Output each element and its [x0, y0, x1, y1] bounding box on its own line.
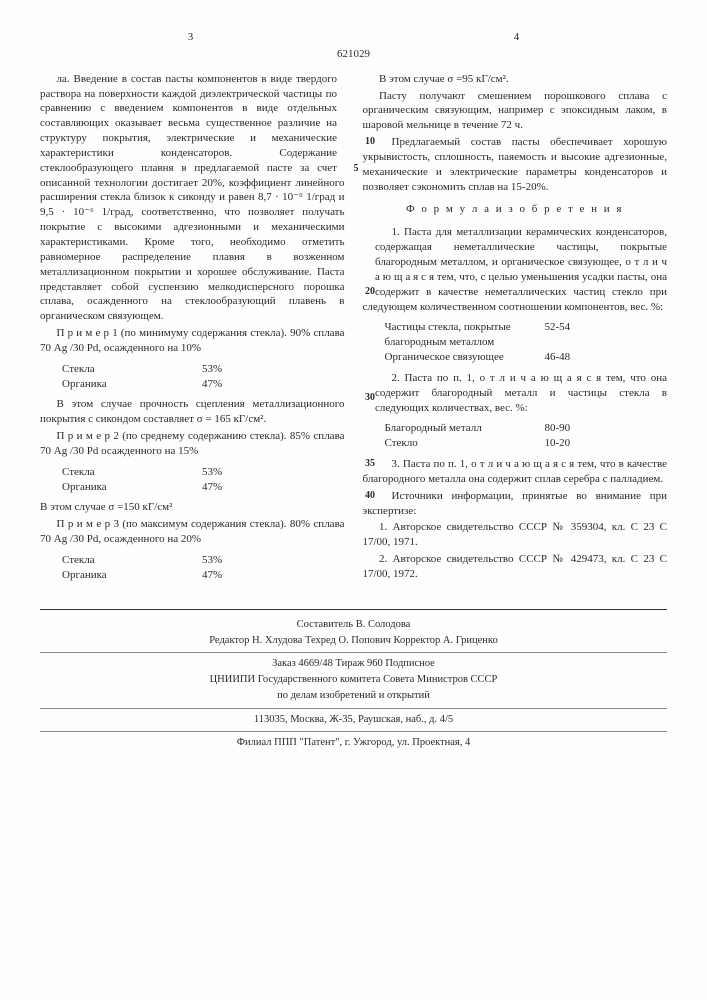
table-value: 47%	[202, 568, 222, 583]
footer-org: по делам изобретений и открытий	[40, 689, 667, 703]
line-number: 30	[349, 391, 376, 405]
table-row: Органика47%	[62, 568, 345, 583]
composition-table: Стекла53% Органика47%	[62, 362, 345, 392]
footer-compiler: Составитель В. Солодова	[40, 618, 667, 632]
claim-table: Частицы стекла, покрытые благородным мет…	[385, 320, 668, 365]
footer-address: 113035, Москва, Ж-35, Раушская, наб., д.…	[40, 713, 667, 727]
body-paragraph: В этом случае σ =95 кГ/см².	[363, 72, 668, 87]
example-title: П р и м е р 2 (по среднему содержанию ст…	[40, 429, 345, 459]
table-value: 53%	[202, 553, 222, 568]
claim-table: Благородный металл80-90 Стекло10-20	[385, 421, 668, 451]
table-label: Стекло	[385, 436, 545, 451]
source-item: 2. Авторское свидетельство СССР № 429473…	[363, 552, 668, 582]
footer: Составитель В. Солодова Редактор Н. Хлуд…	[40, 609, 667, 750]
table-row: Органическое связующее46-48	[385, 350, 668, 365]
claim-paragraph: 353. Паста по п. 1, о т л и ч а ю щ а я …	[363, 457, 668, 487]
table-value: 46-48	[545, 350, 571, 365]
table-label: Органика	[62, 568, 202, 583]
table-label: Органическое связующее	[385, 350, 545, 365]
claim-paragraph: 302. Паста по п. 1, о т л и ч а ю щ а я …	[363, 371, 668, 416]
table-value: 53%	[202, 465, 222, 480]
composition-table: Стекла53% Органика47%	[62, 465, 345, 495]
table-value: 10-20	[545, 436, 571, 451]
example-result: В этом случае прочность сцепления металл…	[40, 397, 345, 427]
footer-branch: Филиал ППП "Патент", г. Ужгород, ул. Про…	[40, 736, 667, 750]
table-row: Органика47%	[62, 377, 345, 392]
table-row: Стекла53%	[62, 465, 345, 480]
table-value: 52-54	[545, 320, 571, 350]
line-number: 5	[337, 162, 359, 176]
body-paragraph: 10Предлагаемый состав пасты обеспечивает…	[363, 135, 668, 194]
table-label: Органика	[62, 377, 202, 392]
sources-heading: 40Источники информации, принятые во вним…	[363, 489, 668, 519]
example-result: В этом случае σ =150 кГ/см²	[40, 500, 345, 515]
line-number: 35	[349, 457, 376, 471]
page-number-row: 3 4	[40, 30, 667, 45]
page-number-right: 4	[366, 30, 667, 45]
line-number: 10	[349, 135, 376, 149]
table-row: Стекла53%	[62, 553, 345, 568]
page-number-left: 3	[40, 30, 341, 45]
footer-order: Заказ 4669/48 Тираж 960 Подписное	[40, 657, 667, 671]
source-item: 1. Авторское свидетельство СССР № 359304…	[363, 520, 668, 550]
table-label: Стекла	[62, 465, 202, 480]
claim-paragraph: 201. Паста для металлизации керамических…	[363, 225, 668, 314]
footer-org: ЦНИИПИ Государственного комитета Совета …	[40, 673, 667, 687]
footer-editors: Редактор Н. Хлудова Техред О. Попович Ко…	[40, 634, 667, 648]
table-label: Частицы стекла, покрытые благородным мет…	[385, 320, 545, 350]
body-paragraph: Пасту получают смешением порошкового спл…	[363, 89, 668, 134]
table-value: 47%	[202, 377, 222, 392]
table-value: 47%	[202, 480, 222, 495]
table-row: Благородный металл80-90	[385, 421, 668, 436]
composition-table: Стекла53% Органика47%	[62, 553, 345, 583]
left-column: 5ла. Введение в состав пасты компонентов…	[40, 72, 345, 589]
table-label: Стекла	[62, 362, 202, 377]
table-value: 53%	[202, 362, 222, 377]
line-number: 40	[349, 489, 376, 503]
table-row: Стекло10-20	[385, 436, 668, 451]
example-title: П р и м е р 1 (по минимуму содержания ст…	[40, 326, 345, 356]
example-title: П р и м е р 3 (по максимум содержания ст…	[40, 517, 345, 547]
table-row: Частицы стекла, покрытые благородным мет…	[385, 320, 668, 350]
table-label: Благородный металл	[385, 421, 545, 436]
table-value: 80-90	[545, 421, 571, 436]
document-number: 621029	[40, 47, 667, 62]
table-label: Органика	[62, 480, 202, 495]
two-column-layout: 5ла. Введение в состав пасты компонентов…	[40, 72, 667, 589]
line-number: 20	[349, 285, 376, 299]
table-row: Стекла53%	[62, 362, 345, 377]
table-row: Органика47%	[62, 480, 345, 495]
right-column: В этом случае σ =95 кГ/см². Пасту получа…	[363, 72, 668, 589]
body-paragraph: 5ла. Введение в состав пасты компонентов…	[40, 72, 345, 324]
table-label: Стекла	[62, 553, 202, 568]
formula-heading: Ф о р м у л а и з о б р е т е н и я	[363, 202, 668, 217]
